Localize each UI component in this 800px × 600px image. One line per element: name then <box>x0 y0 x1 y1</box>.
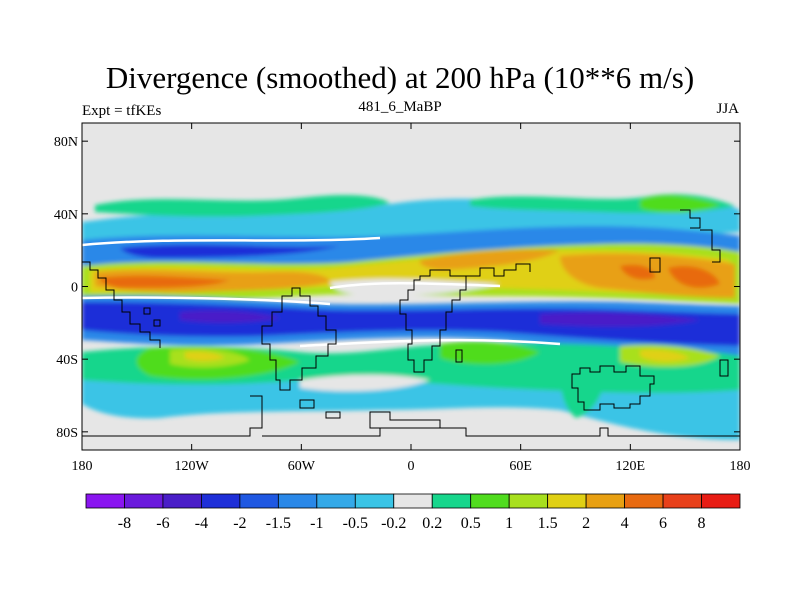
x-tick-label: 60W <box>288 459 316 474</box>
colorbar-swatch <box>431 493 472 509</box>
colorbar-label: 6 <box>659 515 667 532</box>
colorbar-label: -1.5 <box>266 515 291 532</box>
colorbar-label: -4 <box>195 515 208 532</box>
y-tick-label: 40S <box>56 353 78 368</box>
sh-purple-east <box>540 312 700 327</box>
colorbar-swatch <box>239 493 279 509</box>
colorbar-label: -8 <box>118 515 131 532</box>
x-tick-label: 120E <box>616 459 646 474</box>
colorbar-label: -6 <box>156 515 169 532</box>
chart-title: Divergence (smoothed) at 200 hPa (10**6 … <box>105 60 695 95</box>
colorbar: -8 -6 -4 -2 -1.5 -1 -0.5 -0.2 0.2 0.5 1 1.5 2 4 6 8 <box>85 493 741 532</box>
nh-subtropical-dark <box>120 244 340 258</box>
coastlines <box>82 209 740 437</box>
colorbar-label: -0.5 <box>343 515 368 532</box>
sh-yellow-2 <box>640 349 690 362</box>
colorbar-swatch <box>701 493 741 509</box>
sh-deep-green-plume <box>560 368 604 418</box>
x-tick-label: 0 <box>408 459 415 474</box>
equatorial-red-west <box>100 275 230 288</box>
colorbar-label: 2 <box>582 515 590 532</box>
colorbar-label: 1 <box>505 515 513 532</box>
colorbar-swatch <box>316 493 356 509</box>
run-id-label: 481_6_MaBP <box>358 99 442 115</box>
x-tick-label: 60E <box>509 459 532 474</box>
nh-green-blob-pacific <box>640 195 720 214</box>
colorbar-label: 1.5 <box>538 515 558 532</box>
colorbar-swatch <box>547 493 587 509</box>
colorbar-label: -1 <box>310 515 323 532</box>
colorbar-label: 0.2 <box>422 515 442 532</box>
colorbar-swatch <box>354 493 395 509</box>
x-tick-label: 180 <box>730 459 751 474</box>
equatorial-red-east-2 <box>668 265 720 288</box>
experiment-label: Expt = tfKEs <box>82 103 162 119</box>
colorbar-swatch <box>85 493 125 509</box>
y-tick-label: 80S <box>56 426 78 441</box>
sh-yellow-1 <box>185 351 225 361</box>
y-tick-label: 40N <box>54 208 78 223</box>
colorbar-swatch <box>393 493 433 509</box>
sh-purple-west <box>180 310 280 323</box>
x-tick-label: 180 <box>72 459 93 474</box>
nh-green-band <box>95 195 390 217</box>
colorbar-swatch <box>124 493 164 509</box>
equatorial-red-east-1 <box>620 264 655 280</box>
colorbar-swatch <box>277 493 318 509</box>
colorbar-swatch <box>585 493 625 509</box>
sh-lightgreen-2 <box>440 341 540 365</box>
nh-subtropical-blue <box>82 226 740 270</box>
colorbar-label: 8 <box>698 515 706 532</box>
colorbar-swatch <box>201 493 241 509</box>
colorbar-swatch <box>624 493 664 509</box>
colorbar-swatch <box>508 493 549 509</box>
colorbar-swatch <box>662 493 702 509</box>
axis-layer: 180 120W 60W 0 60E 120E 180 80N 40N 0 40S 80S <box>54 123 751 474</box>
sh-gray-cut-1 <box>300 374 430 392</box>
y-tick-label: 0 <box>71 281 78 296</box>
colorbar-swatch <box>162 493 202 509</box>
colorbar-label: -0.2 <box>381 515 406 532</box>
divergence-field <box>82 194 740 440</box>
x-tick-label: 120W <box>175 459 210 474</box>
equatorial-orange-mid <box>419 249 560 270</box>
y-tick-label: 80N <box>54 135 78 150</box>
colorbar-label: 4 <box>621 515 629 532</box>
season-label: JJA <box>716 101 739 117</box>
colorbar-label: 0.5 <box>461 515 481 532</box>
colorbar-label: -2 <box>233 515 246 532</box>
colorbar-swatch <box>470 493 510 509</box>
